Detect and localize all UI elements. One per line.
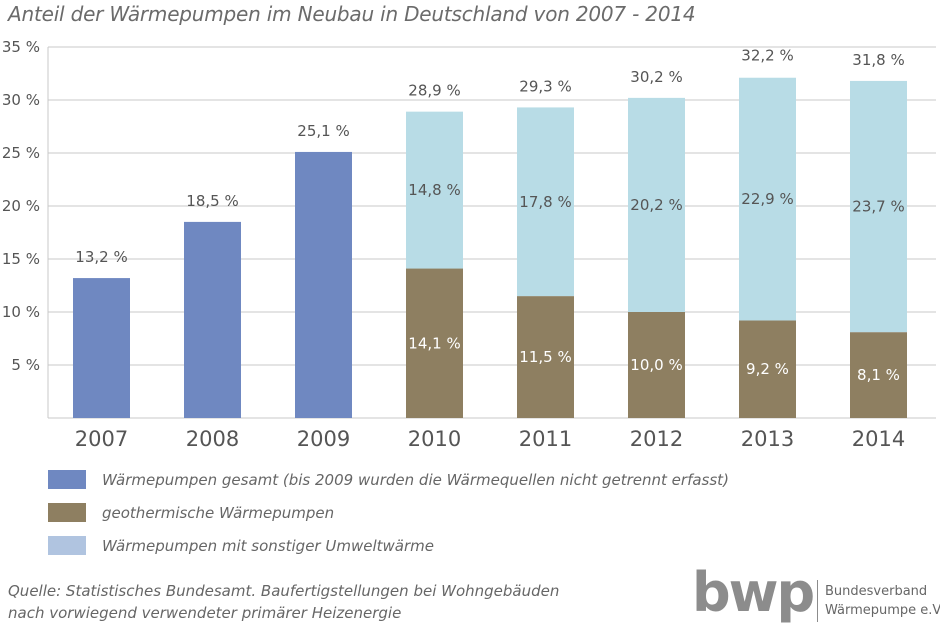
x-tick-label: 2007 (75, 427, 128, 451)
legend-label-umwelt: Wärmepumpen mit sonstiger Umweltwärme (102, 536, 434, 555)
data-label-total: 29,3 % (519, 77, 571, 95)
bar-gesamt (184, 221, 241, 418)
data-label-total: 28,9 % (408, 82, 460, 100)
y-tick-label: 10 % (2, 303, 40, 321)
bar-geothermisch (406, 268, 463, 418)
bar-umwelt (628, 97, 685, 312)
bar-umwelt (517, 107, 574, 297)
legend-swatch-gesamt (48, 470, 86, 489)
y-tick-label: 35 % (2, 38, 40, 56)
data-label-total: 32,2 % (741, 47, 793, 65)
data-label-total: 30,2 % (630, 68, 682, 86)
data-label-geothermisch: 11,5 % (519, 348, 571, 366)
source-line-2: nach vorwiegend verwendeter primärer Hei… (8, 604, 402, 622)
bar-umwelt (850, 80, 907, 333)
bar-chart: 5 % 10 % 15 % 20 % 25 % 30 % 35 % 13,2 % 2007 18,… (2, 38, 936, 451)
y-tick-label: 20 % (2, 197, 40, 215)
source-line-1: Quelle: Statistisches Bundesamt. Baufert… (8, 582, 560, 600)
data-label-total: 18,5 % (186, 192, 238, 210)
logo-divider (817, 580, 818, 622)
x-tick-label: 2009 (297, 427, 350, 451)
data-label-umwelt: 22,9 % (741, 190, 793, 208)
data-label-umwelt: 17,8 % (519, 193, 571, 211)
y-tick-label: 5 % (11, 356, 40, 374)
legend-swatch-umwelt (48, 536, 86, 555)
bar-geothermisch (517, 296, 574, 418)
bar-geothermisch (739, 320, 796, 418)
legend-item-gesamt: Wärmepumpen gesamt (bis 2009 wurden die … (48, 463, 729, 496)
data-label-umwelt: 14,8 % (408, 181, 460, 199)
x-tick-label: 2012 (630, 427, 683, 451)
x-tick-label: 2011 (519, 427, 572, 451)
legend-label-geothermisch: geothermische Wärmepumpen (102, 503, 335, 522)
x-tick-label: 2010 (408, 427, 461, 451)
legend-item-geothermisch: geothermische Wärmepumpen (48, 496, 729, 529)
logo-org-name: Bundesverband Wärmepumpe e.V. (825, 582, 940, 620)
data-label-umwelt: 20,2 % (630, 196, 682, 214)
logo-line-2: Wärmepumpe e.V. (825, 603, 940, 618)
legend: Wärmepumpen gesamt (bis 2009 wurden die … (48, 463, 729, 562)
legend-swatch-geothermisch (48, 503, 86, 522)
bar-gesamt (295, 151, 352, 418)
y-tick-label: 15 % (2, 250, 40, 268)
data-label-total: 31,8 % (852, 51, 904, 69)
y-tick-label: 25 % (2, 144, 40, 162)
x-tick-label: 2014 (852, 427, 905, 451)
data-label-geothermisch: 14,1 % (408, 334, 460, 352)
data-label-total: 13,2 % (75, 248, 127, 266)
x-tick-label: 2013 (741, 427, 794, 451)
data-label-umwelt: 23,7 % (852, 198, 904, 216)
legend-label-gesamt: Wärmepumpen gesamt (bis 2009 wurden die … (102, 470, 729, 489)
data-label-geothermisch: 8,1 % (857, 366, 900, 384)
bar-geothermisch (628, 312, 685, 418)
data-label-total: 25,1 % (297, 122, 349, 140)
y-tick-label: 30 % (2, 91, 40, 109)
data-label-geothermisch: 10,0 % (630, 356, 682, 374)
logo-wordmark: bwp (692, 561, 815, 624)
legend-item-umwelt: Wärmepumpen mit sonstiger Umweltwärme (48, 529, 729, 562)
x-tick-label: 2008 (186, 427, 239, 451)
chart-title: Anteil der Wärmepumpen im Neubau in Deut… (8, 2, 696, 26)
data-label-geothermisch: 9,2 % (746, 360, 789, 378)
bar-gesamt (73, 278, 130, 418)
logo-line-1: Bundesverband (825, 584, 928, 599)
bar-umwelt (739, 77, 796, 321)
bar-umwelt (406, 111, 463, 269)
source-note: Quelle: Statistisches Bundesamt. Baufert… (8, 580, 559, 624)
bar-geothermisch (850, 332, 907, 418)
